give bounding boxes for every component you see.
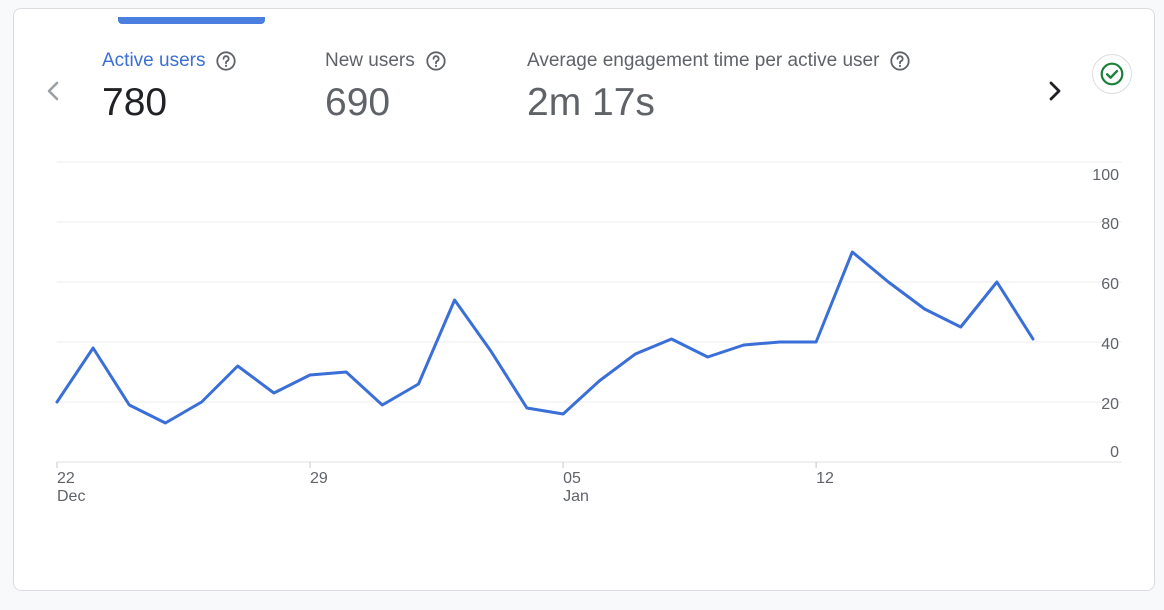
active-tab-indicator [118,17,265,24]
metric-label: Active users [102,50,206,71]
next-metrics-button[interactable] [1044,79,1066,103]
metric-value: 690 [325,81,391,124]
help-icon[interactable] [889,50,911,72]
x-tick-label: 29 [310,470,328,487]
y-tick-label: 0 [1110,444,1119,461]
series-line-active-users [55,250,1035,425]
help-icon[interactable] [425,50,447,72]
x-tick-label: 22 [57,470,75,487]
y-tick-label: 60 [1101,276,1119,293]
x-tick-label: 05 [563,470,581,487]
chevron-left-icon [47,81,59,101]
metric-label: New users [325,50,415,71]
x-tick-label: 12 [816,470,834,487]
metric-label: Average engagement time per active user [527,50,880,71]
y-tick-label: 80 [1101,216,1119,233]
y-tick-label: 100 [1092,167,1119,184]
y-tick-label: 40 [1101,336,1119,353]
chevron-right-icon [1049,81,1061,101]
check-circle-icon [1100,62,1124,86]
previous-metrics-button[interactable] [44,79,64,103]
x-tick-month-label: Dec [57,488,85,505]
metric-value: 780 [102,81,168,124]
metric-value: 2m 17s [527,81,655,124]
data-quality-status-badge[interactable] [1092,54,1132,94]
y-tick-label: 20 [1101,396,1119,413]
metric-tab-new-users[interactable]: New users 690 [325,49,447,127]
metric-tab-active-users[interactable]: Active users 780 [102,49,237,127]
metric-tab-avg-engagement-time[interactable]: Average engagement time per active user … [527,49,911,127]
report-card: 0 20 40 60 80 100 22 Dec 29 05 Jan 12 Active users … [13,8,1155,591]
x-tick-month-label: Jan [563,488,589,505]
help-icon[interactable] [215,50,237,72]
